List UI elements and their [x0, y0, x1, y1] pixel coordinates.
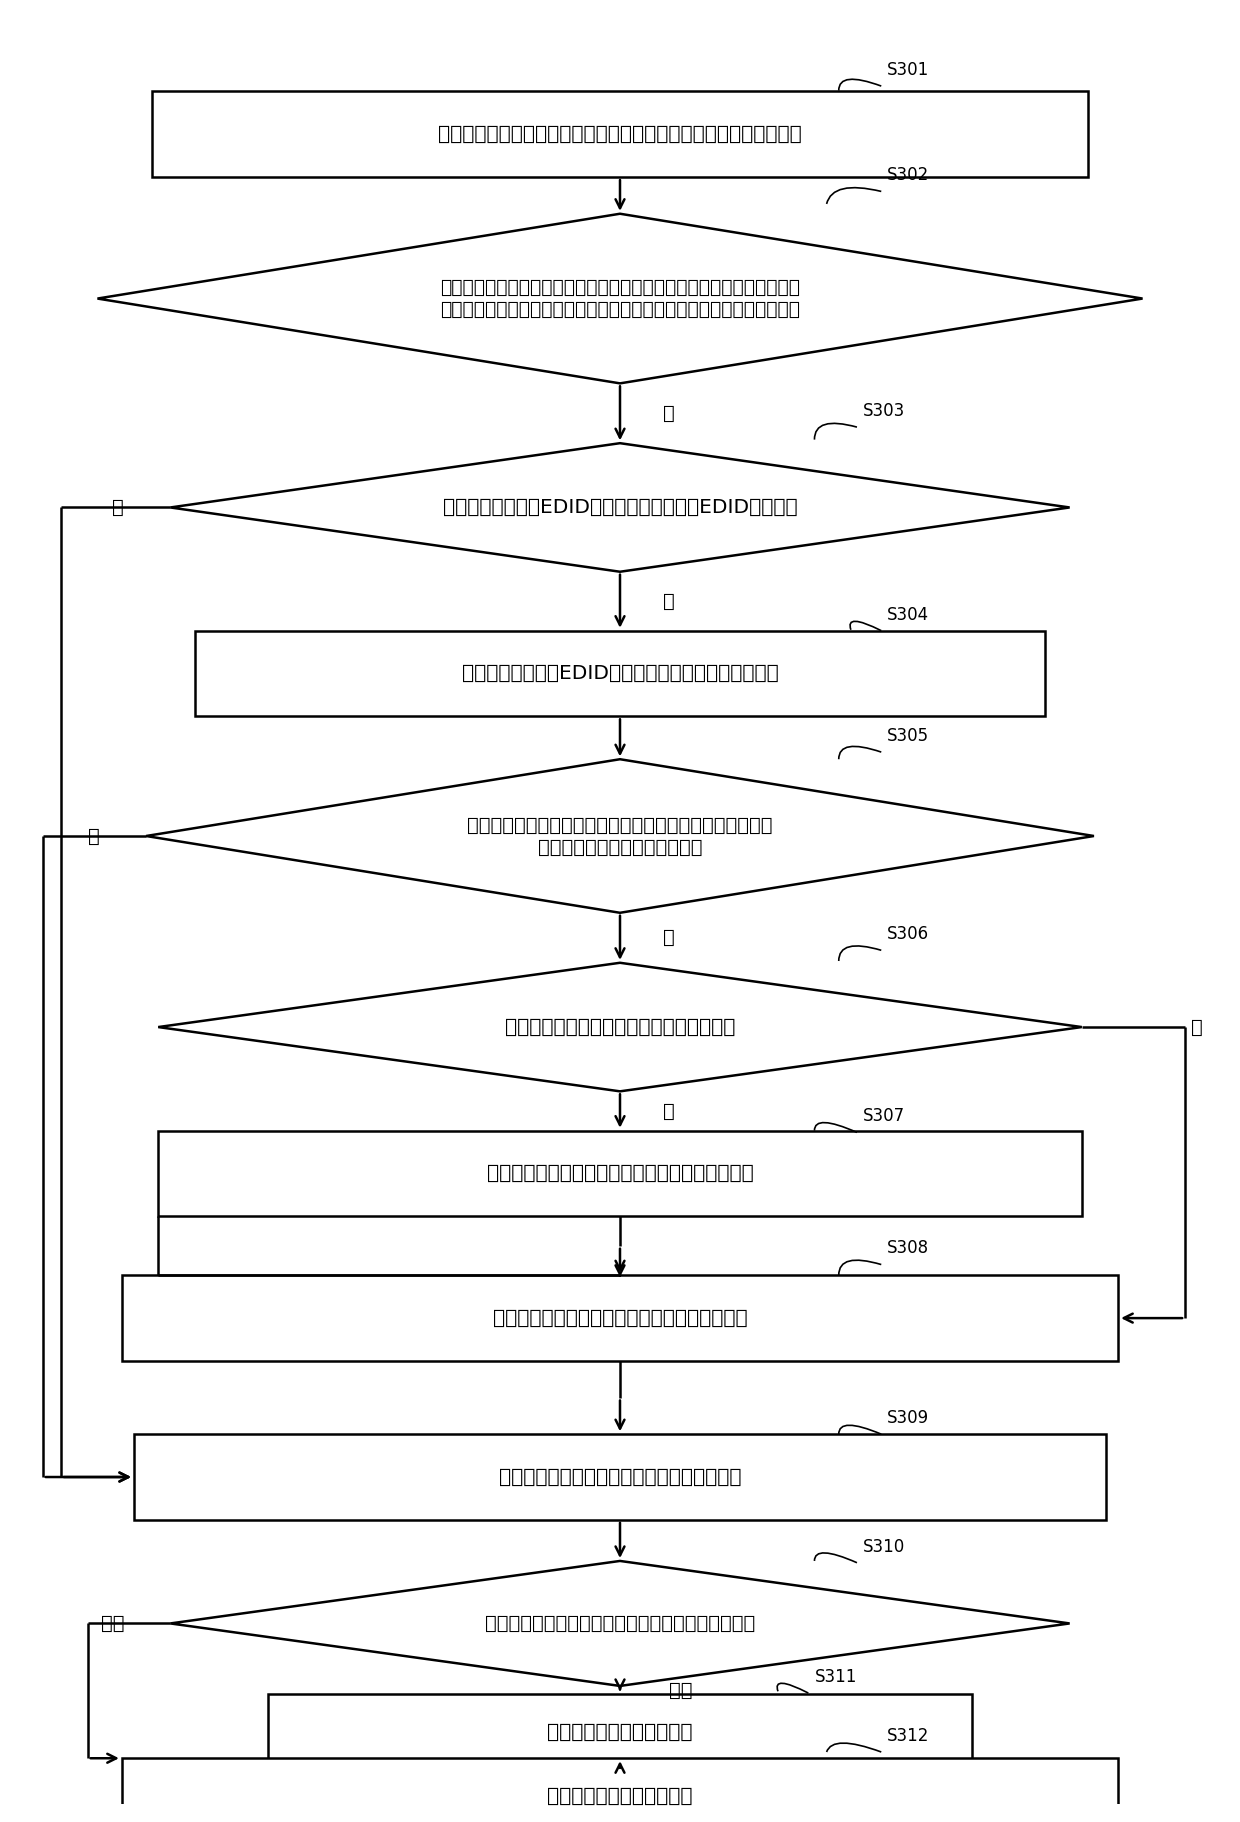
Text: S306: S306	[888, 926, 930, 944]
Text: 双显: 双显	[670, 1680, 692, 1700]
Polygon shape	[146, 760, 1094, 913]
Text: 将显示模式设置为双显模式: 将显示模式设置为双显模式	[547, 1724, 693, 1742]
Text: S307: S307	[863, 1108, 905, 1126]
Bar	[268, 1694, 972, 1771]
Text: 判断所述原分辨率是否大于所述最佳分辨率: 判断所述原分辨率是否大于所述最佳分辨率	[505, 1017, 735, 1037]
Text: 若接收到内核广播的热拔插事件，则获取当前热拔插设备的设备信息: 若接收到内核广播的热拔插事件，则获取当前热拔插设备的设备信息	[438, 124, 802, 144]
Text: 将显示模式设置为单显模式: 将显示模式设置为单显模式	[547, 1787, 693, 1806]
Text: 将所述显示器的显示分辨率设置为通用分辨率: 将所述显示器的显示分辨率设置为通用分辨率	[498, 1467, 742, 1487]
Bar	[153, 91, 1087, 177]
Bar	[195, 630, 1045, 716]
Text: 否: 否	[88, 827, 100, 845]
Bar	[159, 1131, 1081, 1217]
Text: 根据所述设备信息遍历预先配置的显示器热拔插规则文件，查询所述显示
器热拔插规则文件中是否有与所述设备信息相匹配的热拔插显示处理程序: 根据所述设备信息遍历预先配置的显示器热拔插规则文件，查询所述显示 器热拔插规则文…	[440, 279, 800, 319]
Text: 将所述显示器的显示分辨率设置为所述原分辨率: 将所述显示器的显示分辨率设置为所述原分辨率	[492, 1308, 748, 1328]
Text: S301: S301	[888, 60, 930, 78]
Text: S308: S308	[888, 1239, 930, 1257]
Polygon shape	[98, 213, 1142, 383]
Bar	[134, 1434, 1106, 1520]
Text: S303: S303	[863, 403, 905, 419]
Text: 是: 是	[662, 1102, 675, 1121]
Text: 判断所述热拔插事件接入的是双显示器还是单显示器: 判断所述热拔插事件接入的是双显示器还是单显示器	[485, 1614, 755, 1633]
Polygon shape	[170, 1561, 1070, 1685]
Text: S309: S309	[888, 1408, 930, 1427]
Text: S310: S310	[863, 1538, 905, 1556]
Text: 是: 是	[662, 404, 675, 423]
Text: 否: 否	[1192, 1017, 1203, 1037]
Text: S311: S311	[815, 1667, 857, 1685]
Text: 否: 否	[662, 592, 675, 610]
Polygon shape	[170, 443, 1070, 572]
Text: 将所述显示器的显示分辨率设置为所述最佳分辨率: 将所述显示器的显示分辨率设置为所述最佳分辨率	[486, 1164, 754, 1182]
Text: 是: 是	[662, 927, 675, 947]
Text: 读取所述显示器的EDID，判断所述显示器的EDID是否为空: 读取所述显示器的EDID，判断所述显示器的EDID是否为空	[443, 497, 797, 517]
Text: S305: S305	[888, 727, 930, 745]
Polygon shape	[159, 962, 1081, 1091]
Text: 查询系统的显示配置文件，判断所述热拔插事件发生前系统
是否为所述显示器设置原分辨率: 查询系统的显示配置文件，判断所述热拔插事件发生前系统 是否为所述显示器设置原分辨…	[467, 816, 773, 856]
Bar	[122, 1275, 1118, 1361]
Text: 单显: 单显	[100, 1614, 124, 1633]
Text: S302: S302	[888, 166, 930, 184]
Text: 解析所述显示器的EDID，获取所述显示器的最佳分辨率: 解析所述显示器的EDID，获取所述显示器的最佳分辨率	[461, 663, 779, 683]
Bar	[122, 1758, 1118, 1822]
Text: 是: 是	[113, 497, 124, 517]
Text: S312: S312	[888, 1727, 930, 1745]
Text: S304: S304	[888, 605, 930, 623]
